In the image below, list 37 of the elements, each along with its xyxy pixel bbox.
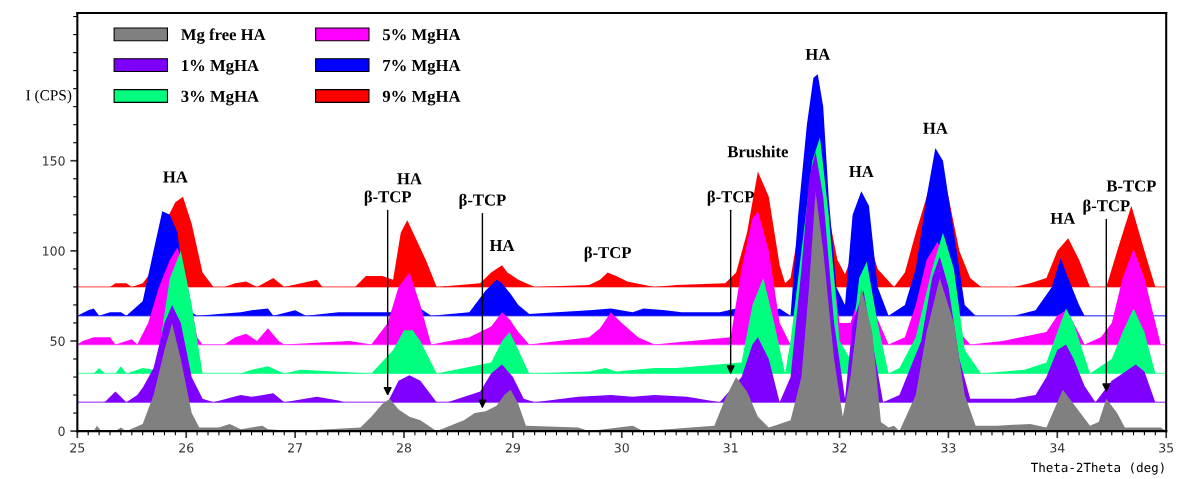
- x-tick-label: 26: [179, 443, 194, 453]
- annotation: HA: [1050, 212, 1076, 224]
- legend-label: 7% MgHA: [383, 59, 461, 75]
- y-tick-label: 0: [58, 426, 65, 437]
- legend-label: 3% MgHA: [181, 90, 259, 106]
- x-tick-label: 34: [1050, 443, 1065, 453]
- y-axis-title: I (CPS): [26, 89, 72, 104]
- x-tick-label: 32: [832, 443, 847, 453]
- annotation: HA: [489, 239, 515, 251]
- x-tick-label: 29: [505, 443, 520, 453]
- x-tick-label: 33: [941, 443, 956, 453]
- legend-label: Mg free HA: [181, 28, 266, 44]
- annotation: HA: [923, 122, 948, 134]
- x-tick-label: 35: [1159, 443, 1174, 453]
- y-tick-label: 100: [43, 246, 65, 256]
- x-tick-label: 27: [288, 443, 302, 453]
- x-tick-label: 31: [723, 443, 738, 453]
- annotation: B-TCP: [1106, 180, 1156, 192]
- annotation: β-TCP: [1083, 199, 1130, 215]
- annotation: HA: [849, 166, 874, 178]
- y-tick-label: 150: [43, 156, 65, 166]
- legend-label: 5% MgHA: [382, 29, 461, 44]
- annotation: HA: [163, 171, 188, 183]
- x-tick-label: 30: [614, 443, 629, 453]
- legend-label: 1% MgHA: [182, 59, 259, 75]
- annotation: HA: [805, 48, 831, 60]
- annotation: Brushite: [727, 145, 789, 158]
- x-tick-label: 25: [70, 443, 85, 453]
- x-tick-label: 28: [396, 443, 412, 453]
- annotation: HA: [397, 173, 422, 185]
- y-tick-label: 50: [50, 336, 65, 346]
- legend-label: 9% MgHA: [382, 90, 461, 106]
- annotation: β-TCP: [707, 190, 755, 206]
- annotation: β-TCP: [364, 190, 412, 206]
- x-axis-title: Theta-2Theta (deg): [1031, 462, 1164, 475]
- annotation: β-TCP: [584, 246, 631, 262]
- annotation: β-TCP: [459, 193, 506, 210]
